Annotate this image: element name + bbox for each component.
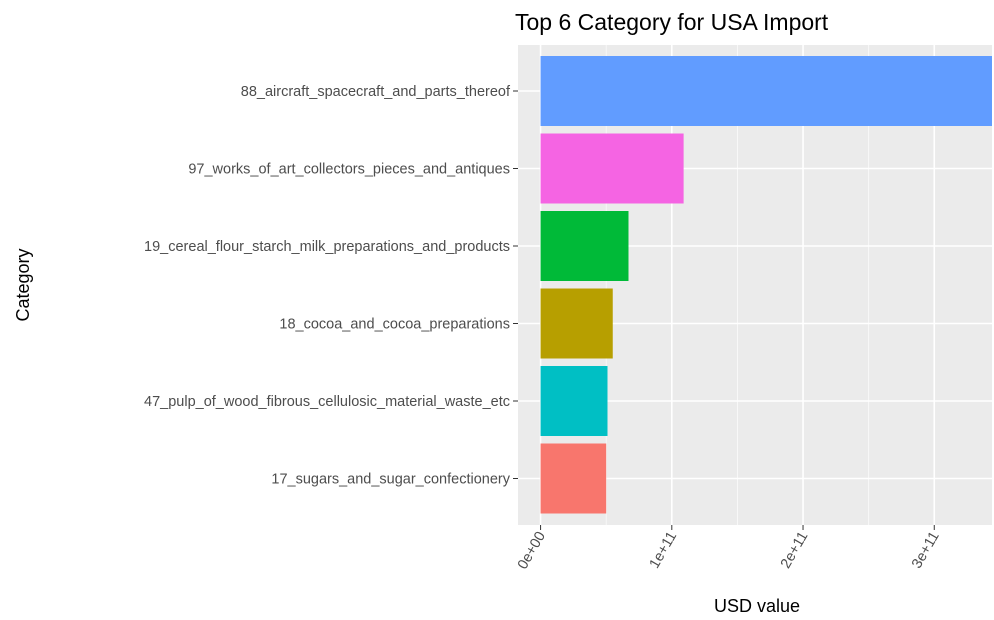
bar (540, 211, 629, 281)
y-tick-label: 17_sugars_and_sugar_confectionery (271, 472, 510, 488)
bar (540, 288, 613, 359)
x-tick-label: 1e+11 (647, 529, 681, 571)
y-axis-title: Category (13, 248, 33, 321)
bar (540, 133, 684, 204)
y-tick-label: 18_cocoa_and_cocoa_preparations (279, 317, 510, 333)
x-tick-label: 3e+11 (909, 529, 943, 571)
x-tick-label: 0e+00 (515, 529, 549, 572)
y-tick-label: 97_works_of_art_collectors_pieces_and_an… (188, 162, 510, 178)
y-tick-label: 19_cereal_flour_starch_milk_preparations… (144, 239, 510, 255)
chart-title: Top 6 Category for USA Import (515, 9, 829, 35)
bar (540, 443, 607, 514)
bar (540, 366, 608, 436)
y-axis-ticks: 88_aircraft_spacecraft_and_parts_thereof… (144, 84, 518, 488)
y-tick-label: 88_aircraft_spacecraft_and_parts_thereof (241, 84, 511, 100)
x-tick-label: 2e+11 (778, 529, 812, 571)
bars (540, 56, 992, 514)
x-axis-title: USD value (714, 596, 800, 616)
bar (540, 56, 992, 126)
y-tick-label: 47_pulp_of_wood_fibrous_cellulosic_mater… (144, 394, 510, 410)
x-axis-ticks: 0e+00 1e+11 2e+11 3e+11 (515, 525, 943, 572)
